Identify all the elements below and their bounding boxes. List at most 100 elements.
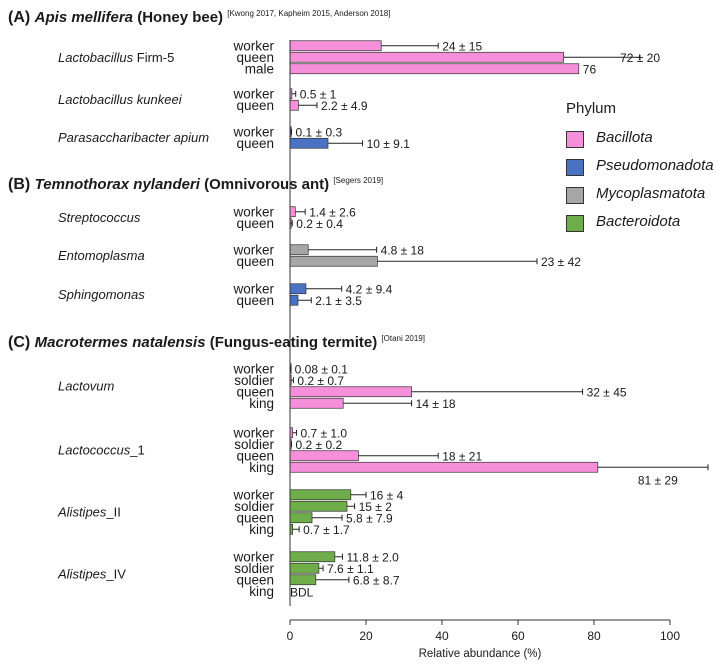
value-label: 0.2 ± 0.2	[296, 438, 343, 452]
bar	[289, 206, 296, 218]
legend-label-mycoplasmatota: Mycoplasmatota	[596, 185, 706, 202]
caste-label: king	[249, 460, 274, 475]
caste-label: worker	[232, 361, 274, 376]
x-axis-label: Relative abundance (%)	[419, 648, 542, 660]
bar	[289, 386, 412, 398]
caste-label: soldier	[234, 561, 274, 576]
panel-species: Apis mellifera	[34, 9, 138, 26]
value-label: 10 ± 9.1	[367, 137, 411, 151]
taxon-name: Lactovum	[58, 379, 115, 394]
value-label: 0.2 ± 0.4	[296, 217, 343, 231]
taxon-genus: Streptococcus	[58, 210, 141, 225]
bar	[289, 40, 382, 52]
panel-title-0: (A) Apis mellifera (Honey bee) [Kwong 20…	[8, 9, 390, 26]
value-label: 0.7 ± 1.0	[300, 426, 347, 440]
taxon-name: Lactobacillus kunkeei	[58, 92, 183, 107]
caste-label: queen	[236, 448, 274, 463]
caste-label: queen	[236, 572, 274, 587]
value-label: 72 ± 20	[620, 51, 660, 65]
panel-label: (A)	[8, 9, 35, 26]
bar	[289, 244, 309, 256]
bar	[289, 551, 336, 563]
value-label: 11.8 ± 2.0	[346, 550, 399, 564]
value-label: 5.8 ± 7.9	[346, 511, 393, 525]
value-label: 76	[583, 62, 597, 76]
panel-references: [Segers 2019]	[333, 176, 383, 185]
caste-label: king	[249, 396, 274, 411]
bar	[289, 489, 352, 501]
caste-label: worker	[232, 86, 274, 101]
bar	[289, 512, 313, 524]
legend-label-bacillota: Bacillota	[596, 129, 653, 146]
bar	[289, 500, 348, 512]
value-label: 1.4 ± 2.6	[309, 205, 356, 219]
taxon-suffix: _1	[129, 443, 144, 458]
bar	[289, 450, 359, 462]
value-label: 4.8 ± 18	[381, 243, 425, 257]
panel-species: Temnothorax nylanderi	[35, 176, 204, 193]
value-label: 7.6 ± 1.1	[327, 562, 374, 576]
legend-swatch-mycoplasmatota	[566, 187, 584, 204]
taxon-name: Lactococcus_1	[58, 443, 145, 458]
legend-swatch-bacteroidota	[566, 215, 584, 232]
legend-title: Phylum	[566, 100, 617, 117]
taxon-genus: Lactovum	[58, 379, 115, 394]
bar	[289, 562, 320, 574]
x-tick-label: 20	[359, 629, 373, 643]
bar	[289, 99, 299, 111]
taxon-genus: Entomoplasma	[58, 248, 145, 263]
bar	[289, 397, 344, 409]
legend-swatch-bacillota	[566, 131, 584, 148]
bar	[289, 283, 307, 295]
caste-label: queen	[236, 384, 274, 399]
value-label: 0.5 ± 1	[300, 87, 337, 101]
caste-label: worker	[232, 204, 274, 219]
value-label: 6.8 ± 8.7	[353, 573, 400, 587]
value-label: 32 ± 45	[587, 385, 627, 399]
bar	[289, 255, 378, 267]
caste-label: queen	[236, 136, 274, 151]
panel-label: (B)	[8, 176, 35, 193]
caste-label: soldier	[234, 373, 274, 388]
panel-common-name: (Fungus-eating termite)	[210, 334, 382, 351]
caste-label: queen	[236, 254, 274, 269]
value-label: 0.08 ± 0.1	[295, 362, 349, 376]
value-label: 2.1 ± 3.5	[315, 294, 362, 308]
value-label: 81 ± 29	[638, 473, 678, 487]
taxon-suffix: Firm-5	[133, 50, 174, 65]
value-label: 16 ± 4	[370, 488, 404, 502]
x-tick-label: 100	[660, 629, 680, 643]
bar	[289, 294, 299, 306]
legend-swatch-pseudomonadota	[566, 159, 584, 176]
x-tick-label: 40	[435, 629, 449, 643]
bar	[289, 574, 317, 586]
panel-references: [Otani 2019]	[381, 334, 425, 343]
value-label: 23 ± 42	[541, 255, 581, 269]
caste-label: worker	[232, 38, 274, 53]
caste-label: worker	[232, 124, 274, 139]
bar	[289, 461, 599, 473]
taxon-genus: Alistipes	[57, 567, 107, 582]
taxon-name: Lactobacillus Firm-5	[58, 50, 174, 65]
caste-label: male	[245, 61, 274, 76]
taxon-name: Sphingomonas	[58, 287, 145, 302]
caste-label: worker	[232, 549, 274, 564]
taxon-genus: Alistipes	[57, 505, 107, 520]
x-tick-label: 60	[511, 629, 525, 643]
bar	[289, 63, 580, 75]
legend-label-pseudomonadota: Pseudomonadota	[596, 157, 714, 174]
value-label: 0.7 ± 1.7	[303, 523, 350, 537]
caste-label: king	[249, 584, 274, 599]
caste-label: queen	[236, 98, 274, 113]
caste-label: soldier	[234, 499, 274, 514]
taxon-genus: Lactobacillus kunkeei	[58, 92, 183, 107]
value-label: 2.2 ± 4.9	[321, 99, 368, 113]
caste-label: worker	[232, 425, 274, 440]
value-label: 0.2 ± 0.7	[297, 374, 344, 388]
taxon-name: Streptococcus	[58, 210, 141, 225]
taxon-genus: Lactococcus	[58, 443, 131, 458]
panel-title-2: (C) Macrotermes natalensis (Fungus-eatin…	[8, 334, 425, 351]
taxon-genus: Parasaccharibacter apium	[58, 130, 209, 145]
caste-label: worker	[232, 487, 274, 502]
